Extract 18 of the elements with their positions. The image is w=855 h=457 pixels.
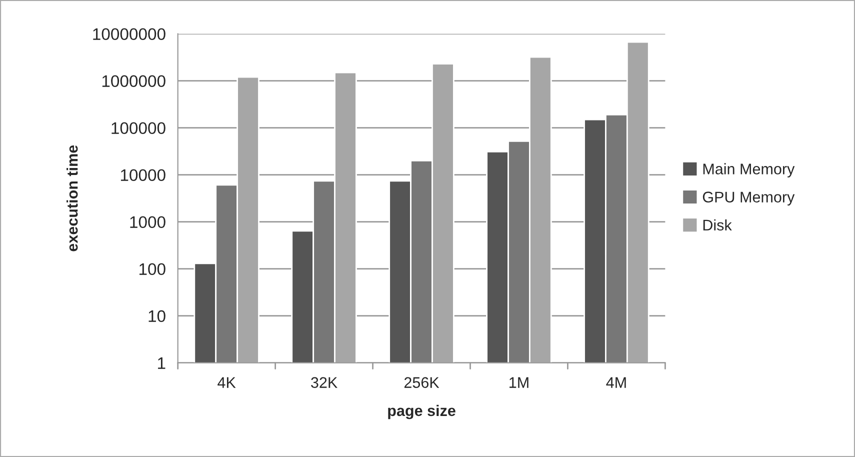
y-tick-label: 1000 [130, 216, 166, 228]
y-axis-title: execution time [66, 145, 78, 252]
x-tick-label: 256K [404, 377, 440, 388]
y-tick-label: 10000000 [93, 28, 166, 40]
x-tick-label: 4M [606, 377, 626, 388]
legend-label: Main Memory [703, 163, 795, 178]
y-tick-label: 1 [158, 357, 166, 369]
y-tick-label: 1000000 [102, 75, 166, 88]
x-axis-title: page size [388, 404, 456, 420]
legend-label: GPU Memory [702, 192, 795, 206]
y-tick-label: 10000 [120, 169, 166, 182]
x-tick-label: 4K [218, 377, 236, 388]
y-tick-label: 10 [148, 310, 166, 322]
x-tick-label: 1M [510, 377, 528, 388]
y-tick-label: 100000 [112, 122, 166, 134]
y-tick-label: 100 [140, 263, 166, 276]
x-tick-label: 32K [311, 377, 338, 388]
legend-label: Disk [703, 219, 732, 231]
